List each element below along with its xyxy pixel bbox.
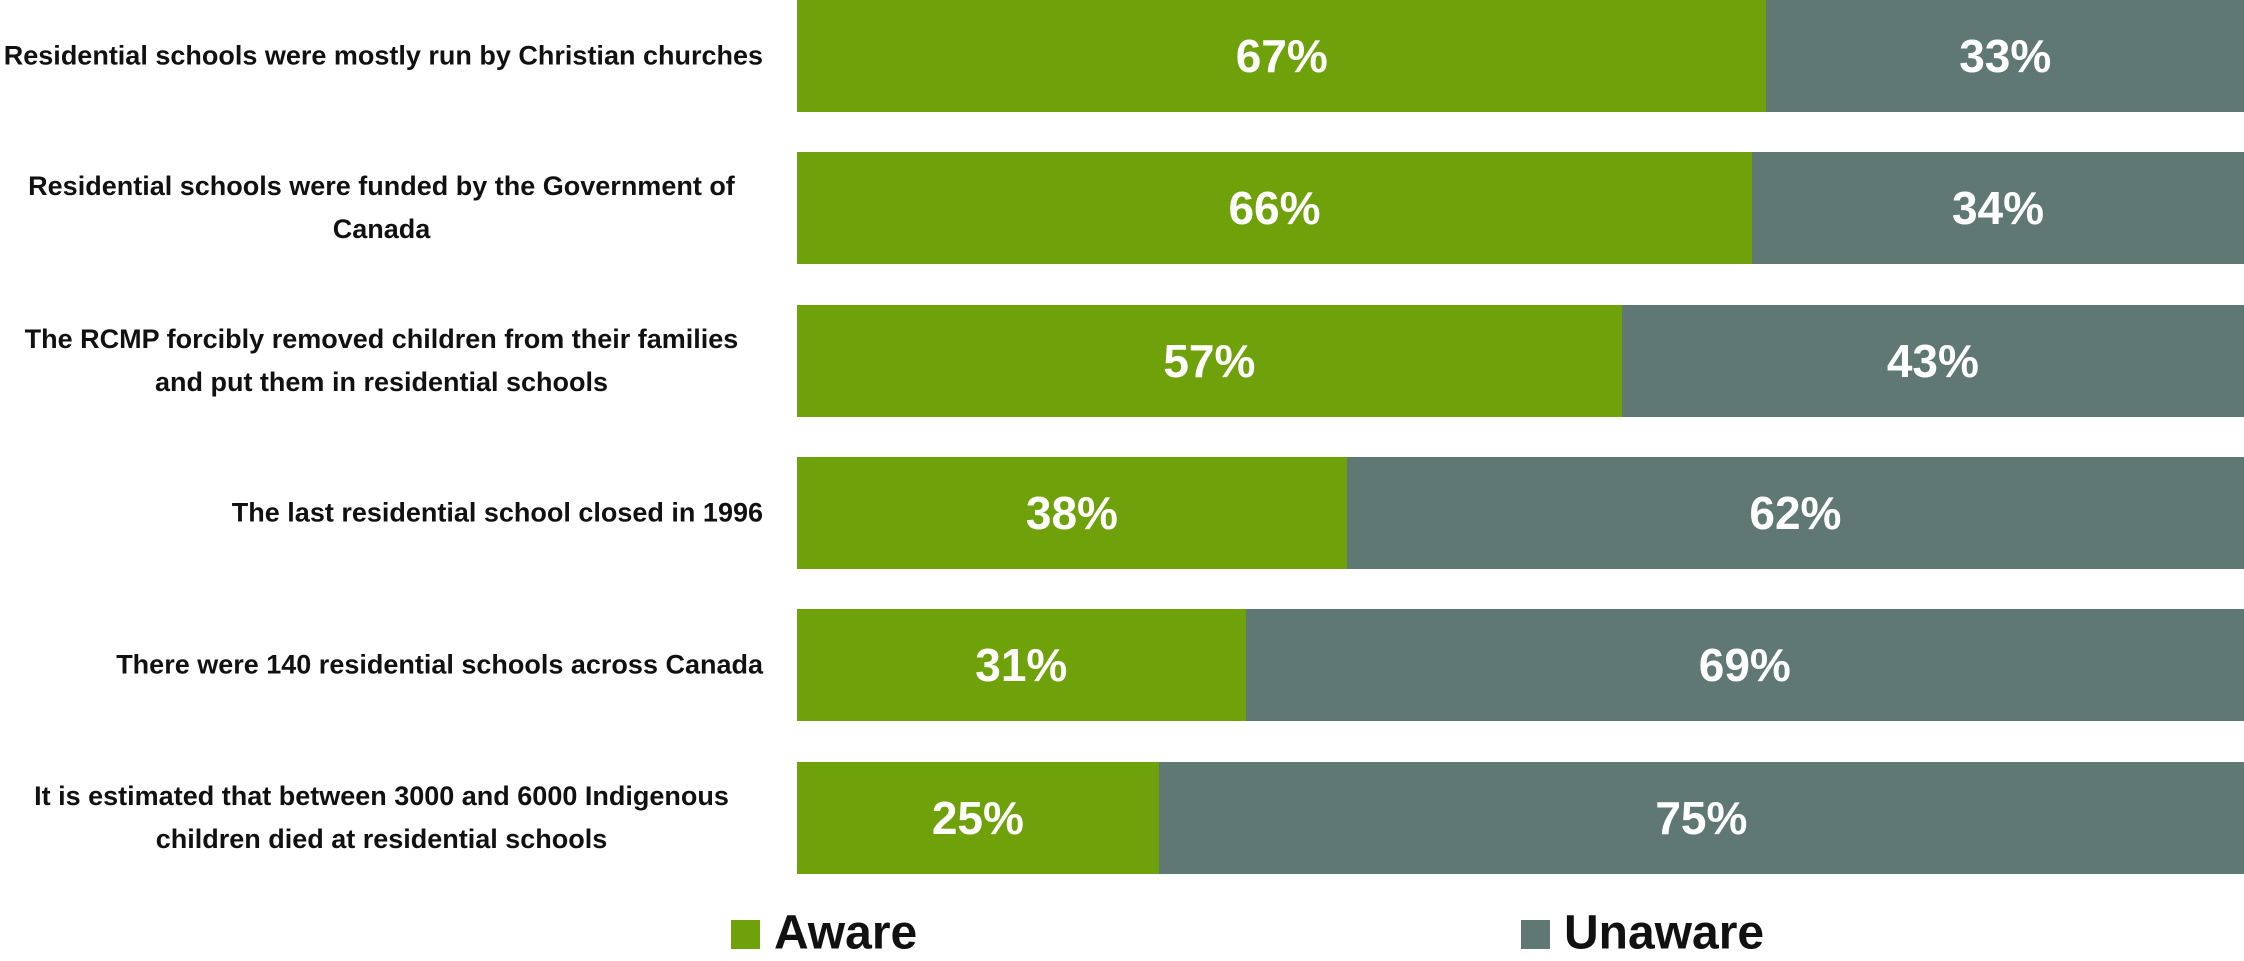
bar-segment bbox=[797, 456, 1347, 569]
bar-segment bbox=[1346, 456, 2244, 569]
value-label: 75% bbox=[1655, 791, 1748, 844]
value-label: 31% bbox=[975, 639, 1068, 692]
bar-segment bbox=[1158, 761, 2244, 874]
bar-segment bbox=[1752, 152, 2244, 265]
legend-swatch bbox=[731, 920, 760, 949]
value-label: 33% bbox=[1959, 30, 2052, 82]
category-label: There were 140 residential schools acros… bbox=[116, 649, 763, 680]
bar-segment bbox=[1245, 609, 2244, 722]
value-label: 34% bbox=[1951, 182, 2045, 235]
bar-segment bbox=[797, 609, 1246, 722]
value-label: 69% bbox=[1698, 639, 1791, 692]
legend-label: Unaware bbox=[1564, 906, 1765, 960]
legend-label: Aware bbox=[774, 906, 918, 960]
legend-swatch bbox=[1521, 920, 1550, 949]
category-label: It is estimated that between 3000 and 60… bbox=[34, 780, 729, 854]
category-label: Residential schools were mostly run by C… bbox=[3, 40, 763, 71]
category-label: Residential schools were funded by the G… bbox=[28, 171, 735, 245]
category-label: The last residential school closed in 19… bbox=[231, 497, 763, 528]
bar-segment bbox=[797, 0, 1767, 112]
value-label: 67% bbox=[1235, 30, 1328, 82]
category-label: The RCMP forcibly removed children from … bbox=[24, 323, 739, 397]
bar-segment bbox=[797, 304, 1622, 417]
bar-segment bbox=[797, 152, 1753, 265]
value-label: 38% bbox=[1025, 486, 1118, 539]
value-label: 43% bbox=[1886, 334, 1979, 387]
value-label: 66% bbox=[1228, 182, 1321, 235]
bar-segment bbox=[1766, 0, 2244, 112]
value-label: 57% bbox=[1163, 334, 1256, 387]
bar-segment bbox=[1621, 304, 2244, 417]
bar-segment bbox=[797, 761, 1159, 874]
value-label: 62% bbox=[1749, 486, 1842, 539]
value-label: 25% bbox=[931, 791, 1024, 844]
